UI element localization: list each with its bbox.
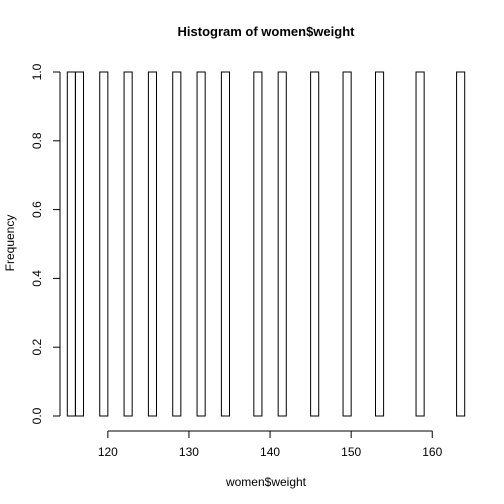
histogram-bar-16 [196,71,206,417]
x-tick-label: 140 [260,445,280,459]
histogram-bar-26 [277,71,287,417]
y-tick-label: 0.6 [30,201,44,218]
y-tick-label: 1.0 [30,63,44,80]
y-axis: 0.0 0.2 0.4 0.6 0.8 1.0 [30,63,61,424]
histogram-bar-38 [374,71,385,417]
y-tick-label: 0.2 [30,339,44,356]
x-axis-label: women$weight [225,475,307,489]
histogram-bar-34 [342,71,352,417]
histogram-bar-13 [172,71,182,417]
histogram-bar-23 [253,71,263,417]
histogram-bar-0 [66,71,76,417]
y-tick-label: 0.8 [30,132,44,149]
bars-group [66,71,466,417]
x-tick-label: 160 [422,445,442,459]
x-tick-label: 150 [341,445,361,459]
histogram-bar-1 [74,71,85,417]
y-axis-label: Frequency [3,215,17,272]
y-tick-label: 0.0 [30,407,44,424]
y-tick-label: 0.4 [30,270,44,287]
histogram-bar-10 [147,71,158,417]
x-axis: 120 130 140 150 160 [98,430,443,459]
x-tick-label: 130 [179,445,199,459]
histogram-bar-19 [220,71,230,417]
histogram-bar-7 [123,71,133,417]
chart-title: Histogram of women$weight [178,24,356,39]
histogram-bar-48 [456,71,466,417]
histogram-bar-43 [415,71,425,417]
x-tick-label: 120 [98,445,118,459]
histogram-bar-30 [310,71,320,417]
histogram-bar-4 [99,71,109,417]
